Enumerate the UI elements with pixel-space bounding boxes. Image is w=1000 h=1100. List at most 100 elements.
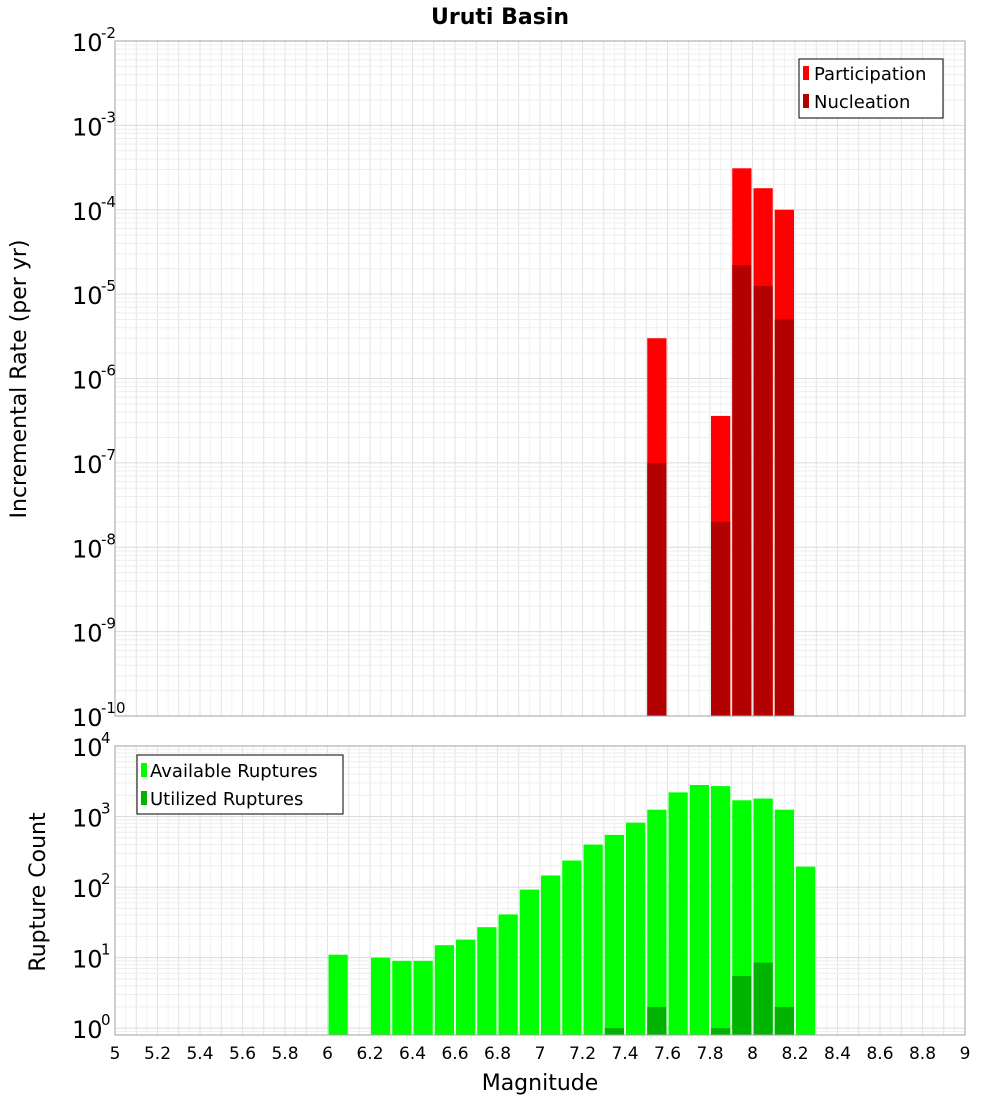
- bottom-legend-box: [136, 754, 344, 815]
- bar-available-ruptures: [583, 844, 603, 1035]
- x-tick-label: 6.2: [356, 1044, 383, 1064]
- y-tick-label: 10-8: [72, 530, 116, 563]
- y-tick-label: 10-7: [72, 446, 116, 479]
- bottom-panel-bars: [328, 784, 816, 1035]
- bar-nucleation: [647, 462, 667, 716]
- bottom-panel-frame: [114, 745, 966, 1036]
- bar-available-ruptures: [541, 875, 561, 1035]
- y-tick-label: 10-2: [72, 24, 116, 57]
- y-tick-exponent: 0: [101, 1011, 111, 1029]
- y-tick-base: 10: [72, 113, 103, 141]
- bar-available-ruptures: [477, 927, 497, 1035]
- y-tick-base: 10: [72, 620, 103, 648]
- legend-label-available-ruptures: Available Ruptures: [150, 761, 318, 782]
- y-tick-base: 10: [72, 1016, 103, 1044]
- bar-available-ruptures: [498, 914, 518, 1035]
- y-tick-base: 10: [72, 535, 103, 563]
- bar-available-ruptures: [392, 960, 412, 1035]
- bar-available-ruptures: [328, 954, 348, 1035]
- y-tick-exponent: -8: [101, 530, 116, 548]
- legend-swatch-nucleation: [803, 94, 809, 108]
- bar-nucleation: [774, 319, 794, 716]
- y-tick-exponent: 2: [101, 870, 111, 888]
- top-legend: Participation Nucleation: [798, 58, 944, 119]
- y-tick-label: 102: [72, 870, 111, 903]
- bar-available-ruptures: [774, 809, 794, 1035]
- legend-label-participation: Participation: [814, 64, 926, 85]
- x-tick-label: 5: [110, 1044, 121, 1064]
- y-tick-base: 10: [72, 734, 103, 762]
- x-tick-label: 7.4: [611, 1044, 638, 1064]
- bar-utilized-ruptures: [711, 1028, 731, 1035]
- y-tick-base: 10: [72, 29, 103, 57]
- bar-nucleation: [732, 265, 752, 716]
- bar-available-ruptures: [562, 860, 582, 1035]
- x-tick-label: 7.6: [654, 1044, 681, 1064]
- bar-utilized-ruptures: [774, 1006, 794, 1035]
- y-tick-base: 10: [72, 805, 103, 833]
- bar-utilized-ruptures: [732, 975, 752, 1035]
- y-tick-label: 10-4: [72, 193, 116, 226]
- x-tick-label: 6: [322, 1044, 333, 1064]
- y-tick-exponent: 1: [101, 941, 111, 959]
- y-tick-label: 10-9: [72, 615, 116, 648]
- y-tick-label: 10-3: [72, 108, 116, 141]
- bar-nucleation: [711, 521, 731, 716]
- bar-available-ruptures: [456, 939, 476, 1035]
- legend-label-nucleation: Nucleation: [814, 92, 910, 113]
- x-tick-label: 6.6: [441, 1044, 468, 1064]
- top-panel-grid: [114, 40, 966, 717]
- bar-available-ruptures: [604, 834, 624, 1035]
- y-tick-exponent: -7: [101, 446, 116, 464]
- y-tick-label: 10-10: [72, 699, 126, 732]
- x-tick-label: 8.6: [866, 1044, 893, 1064]
- x-tick-label: 7: [535, 1044, 546, 1064]
- top-panel-frame: [114, 40, 966, 717]
- bottom-y-axis-label: Rupture Count: [26, 812, 51, 972]
- bar-available-ruptures: [626, 822, 646, 1035]
- bar-available-ruptures: [668, 792, 688, 1035]
- bar-available-ruptures: [371, 957, 391, 1035]
- y-tick-base: 10: [72, 282, 103, 310]
- x-tick-label: 6.4: [399, 1044, 426, 1064]
- y-tick-base: 10: [72, 946, 103, 974]
- y-tick-base: 10: [72, 875, 103, 903]
- bar-available-ruptures: [434, 945, 454, 1035]
- x-tick-label: 8.2: [781, 1044, 808, 1064]
- bar-utilized-ruptures: [604, 1028, 624, 1035]
- legend-swatch-available-ruptures: [141, 763, 147, 777]
- y-tick-exponent: -9: [101, 615, 116, 633]
- x-axis-label: Magnitude: [482, 1071, 599, 1096]
- y-tick-label: 10-6: [72, 362, 116, 395]
- x-tick-label: 8.4: [824, 1044, 851, 1064]
- y-tick-exponent: 3: [101, 800, 111, 818]
- x-tick-label: 8: [747, 1044, 758, 1064]
- bar-nucleation: [753, 285, 773, 716]
- bar-available-ruptures: [689, 784, 709, 1035]
- legend-label-utilized-ruptures: Utilized Ruptures: [150, 789, 303, 810]
- x-axis-ticks: 5 5.2 5.4 5.6 5.8 6 6.2 6.4 6.6 6.8 7 7.2 7.4 7.6 7.8 8…: [110, 1044, 971, 1064]
- y-tick-base: 10: [72, 451, 103, 479]
- x-tick-label: 8.8: [909, 1044, 936, 1064]
- y-tick-base: 10: [72, 367, 103, 395]
- x-tick-label: 9: [960, 1044, 971, 1064]
- bar-utilized-ruptures: [647, 1006, 667, 1035]
- y-tick-exponent: -3: [101, 108, 116, 126]
- y-tick-exponent: 4: [101, 729, 111, 747]
- bar-available-ruptures: [647, 809, 667, 1035]
- y-tick-exponent: -2: [101, 24, 116, 42]
- bar-utilized-ruptures: [753, 962, 773, 1035]
- x-tick-label: 6.8: [484, 1044, 511, 1064]
- top-legend-box: [798, 58, 944, 119]
- top-y-axis-label: Incremental Rate (per yr): [7, 240, 32, 519]
- top-panel-bars: [647, 168, 794, 717]
- x-tick-label: 5.8: [271, 1044, 298, 1064]
- y-tick-exponent: -4: [101, 193, 116, 211]
- x-tick-label: 7.2: [569, 1044, 596, 1064]
- y-tick-label: 100: [72, 1011, 111, 1044]
- y-tick-label: 101: [72, 941, 111, 974]
- bar-available-ruptures: [711, 786, 731, 1035]
